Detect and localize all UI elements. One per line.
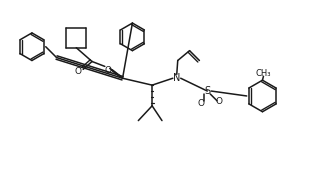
Text: S: S bbox=[204, 86, 210, 96]
Text: N: N bbox=[173, 73, 180, 83]
Text: CH₃: CH₃ bbox=[256, 69, 271, 78]
Text: O: O bbox=[216, 97, 223, 106]
Text: O: O bbox=[104, 66, 111, 75]
Text: O: O bbox=[198, 99, 205, 108]
Text: O: O bbox=[75, 67, 82, 76]
